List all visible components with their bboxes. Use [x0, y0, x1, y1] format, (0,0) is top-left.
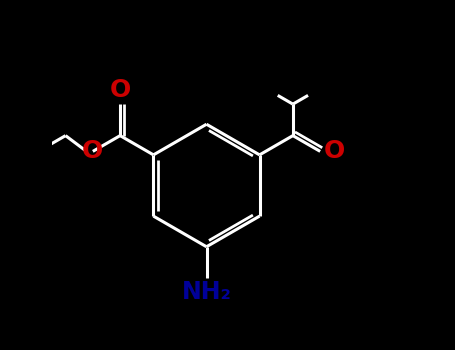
Text: NH₂: NH₂: [182, 280, 232, 304]
Text: O: O: [82, 139, 103, 163]
Text: O: O: [110, 78, 131, 102]
Text: O: O: [324, 139, 345, 163]
